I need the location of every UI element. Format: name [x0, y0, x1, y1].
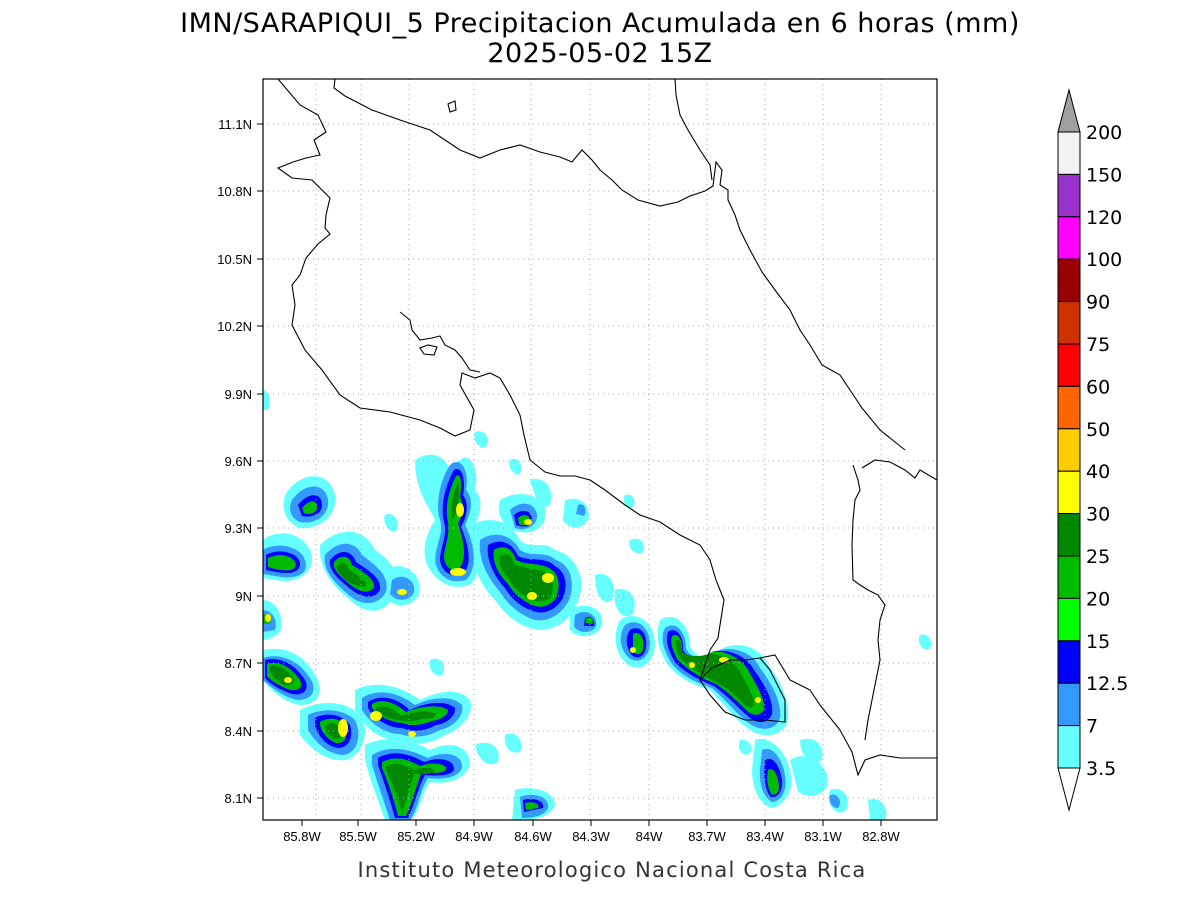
colorbar-label: 40: [1086, 461, 1110, 483]
panama-border: [851, 464, 886, 741]
colorbar-swatch: [1057, 555, 1081, 599]
precipitation-field: [263, 390, 932, 820]
colorbar-swatches: [1057, 131, 1081, 769]
colorbar-label: 150: [1086, 164, 1122, 186]
colorbar-label: 25: [1086, 546, 1110, 568]
colorbar-swatch: [1057, 258, 1081, 303]
colorbar-swatch: [1057, 682, 1081, 727]
colorbar-swatch: [1057, 343, 1081, 387]
colorbar-swatch: [1057, 385, 1081, 430]
lon-label: 84W: [636, 829, 663, 844]
colorbar-label: 200: [1086, 122, 1122, 144]
lat-label: 10.8N: [217, 184, 252, 199]
colorbar-swatch: [1057, 597, 1081, 642]
coast-fragment: [674, 79, 713, 181]
colorbar-bottom-arrow: [1057, 767, 1081, 812]
lat-label: 8.1N: [225, 791, 252, 806]
lat-label: 9.9N: [225, 387, 252, 402]
map-subtitle: 2025-05-02 15Z: [487, 38, 712, 69]
lon-label: 85.8W: [283, 829, 321, 844]
island-outline: [447, 100, 457, 113]
colorbar-swatch: [1057, 428, 1081, 472]
lat-label: 10.5N: [217, 252, 252, 267]
colorbar-swatch: [1057, 640, 1081, 684]
colorbar-swatch: [1057, 725, 1081, 769]
lon-label: 84.9W: [455, 829, 493, 844]
colorbar-swatch: [1057, 301, 1081, 345]
map-frame: [262, 78, 938, 821]
precip-layer-30: [265, 503, 761, 737]
colorbar-label: 3.5: [1086, 758, 1116, 780]
lon-label: 84.6W: [514, 829, 552, 844]
nicaragua-border: [399, 311, 481, 373]
map-plot-area: [262, 78, 938, 821]
lake-outline: [419, 344, 438, 356]
colorbar-label: 75: [1086, 334, 1110, 356]
lat-label: 8.4N: [225, 724, 252, 739]
lat-label: 9N: [235, 589, 252, 604]
coastline-borders: [276, 79, 937, 777]
colorbar-label: 12.5: [1086, 673, 1128, 695]
map-grid: [263, 79, 937, 820]
precip-layer-25: [270, 482, 754, 812]
colorbar-label: 20: [1086, 588, 1110, 610]
colorbar-labels: 200 150 120 100 90 75 60 50 40 30 25 20 15 12.5 7 3.5: [1086, 122, 1128, 780]
lon-label: 83.1W: [804, 829, 842, 844]
colorbar-top-arrow: [1057, 88, 1081, 133]
lat-label: 11.1N: [218, 117, 252, 132]
colorbar-swatch: [1057, 216, 1081, 260]
lat-label: 8.7N: [225, 656, 252, 671]
osa-peninsula: [699, 657, 761, 681]
colorbar-swatch: [1057, 173, 1081, 218]
panama-coast: [861, 459, 937, 481]
colorbar-label: 50: [1086, 419, 1110, 441]
colorbar-swatch: [1057, 513, 1081, 557]
lat-label: 10.2N: [217, 319, 252, 334]
colorbar-label: 120: [1086, 207, 1122, 229]
colorbar-label: 90: [1086, 292, 1110, 314]
lon-label: 83.7W: [688, 829, 726, 844]
lon-label: 85.2W: [397, 829, 435, 844]
lon-label: 83.4W: [746, 829, 784, 844]
map-title: IMN/SARAPIQUI_5 Precipitacion Acumulada …: [180, 8, 1020, 39]
colorbar-label: 7: [1086, 716, 1098, 738]
lon-label: 82.8W: [862, 829, 900, 844]
colorbar-label: 15: [1086, 631, 1110, 653]
lat-label: 9.3N: [225, 521, 252, 536]
latitude-axis: 11.1N 10.8N 10.5N 10.2N 9.9N 9.6N 9.3N 9…: [217, 117, 263, 806]
longitude-axis: 85.8W 85.5W 85.2W 84.9W 84.6W 84.3W 84W …: [283, 820, 901, 844]
footer-credit: Instituto Meteorologico Nacional Costa R…: [358, 858, 867, 882]
colorbar-label: 30: [1086, 504, 1110, 526]
lon-label: 85.5W: [339, 829, 377, 844]
coastline-caribbean: [333, 79, 906, 451]
colorbar-swatch: [1057, 131, 1081, 175]
colorbar-swatch: [1057, 470, 1081, 515]
coastline-pacific: [276, 79, 937, 777]
lon-label: 84.3W: [572, 829, 610, 844]
colorbar-label: 60: [1086, 376, 1110, 398]
colorbar: 200 150 120 100 90 75 60 50 40 30 25 20 15 12.5 7 3.5: [1057, 88, 1128, 812]
lat-label: 9.6N: [225, 454, 252, 469]
colorbar-label: 100: [1086, 249, 1122, 271]
